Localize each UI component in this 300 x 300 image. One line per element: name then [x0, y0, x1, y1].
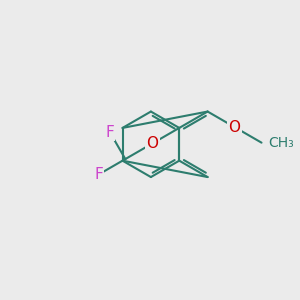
- Text: CH₃: CH₃: [268, 136, 294, 150]
- Text: O: O: [229, 120, 241, 135]
- Text: O: O: [146, 136, 158, 151]
- Text: F: F: [94, 167, 103, 182]
- Text: F: F: [105, 124, 114, 140]
